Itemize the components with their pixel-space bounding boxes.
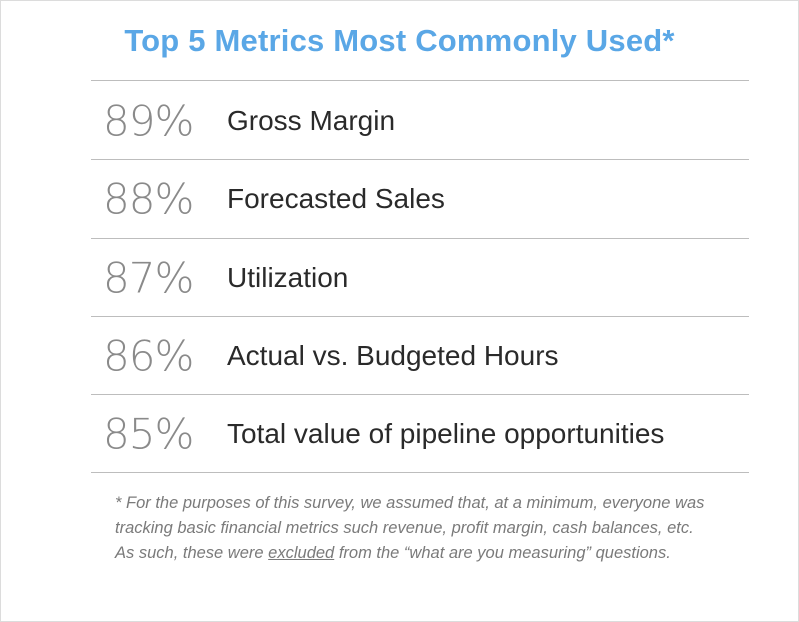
divider	[91, 394, 749, 395]
divider	[91, 159, 749, 160]
metric-percent: 88%	[103, 174, 194, 224]
page-title: Top 5 Metrics Most Commonly Used*	[124, 23, 675, 58]
divider	[91, 472, 749, 473]
footnote-text-end: from the “what are you measuring” questi…	[334, 544, 671, 562]
footnote-text: * For the purposes of this survey, we as…	[115, 494, 705, 562]
metric-percent: 85%	[103, 409, 194, 459]
divider	[91, 316, 749, 317]
metric-label: Actual vs. Budgeted Hours	[227, 340, 559, 371]
footnote-emphasis: excluded	[268, 544, 335, 562]
metric-percent: 86%	[103, 331, 194, 381]
metric-percent: 89%	[103, 96, 194, 146]
metric-label: Forecasted Sales	[227, 183, 445, 214]
metric-row-4: 86% Actual vs. Budgeted Hours	[91, 317, 749, 395]
divider	[91, 80, 749, 81]
metric-label: Utilization	[227, 262, 349, 293]
divider	[91, 238, 749, 239]
metric-label: Total value of pipeline opportunities	[227, 418, 665, 449]
metric-row-5: 85% Total value of pipeline opportunitie…	[91, 395, 749, 473]
metric-percent: 87%	[103, 253, 194, 303]
metric-row-2: 88% Forecasted Sales	[91, 160, 749, 238]
footnote: * For the purposes of this survey, we as…	[115, 491, 715, 566]
metric-row-1: 89% Gross Margin	[91, 82, 749, 160]
metric-row-3: 87% Utilization	[91, 239, 749, 317]
metric-label: Gross Margin	[227, 105, 396, 136]
